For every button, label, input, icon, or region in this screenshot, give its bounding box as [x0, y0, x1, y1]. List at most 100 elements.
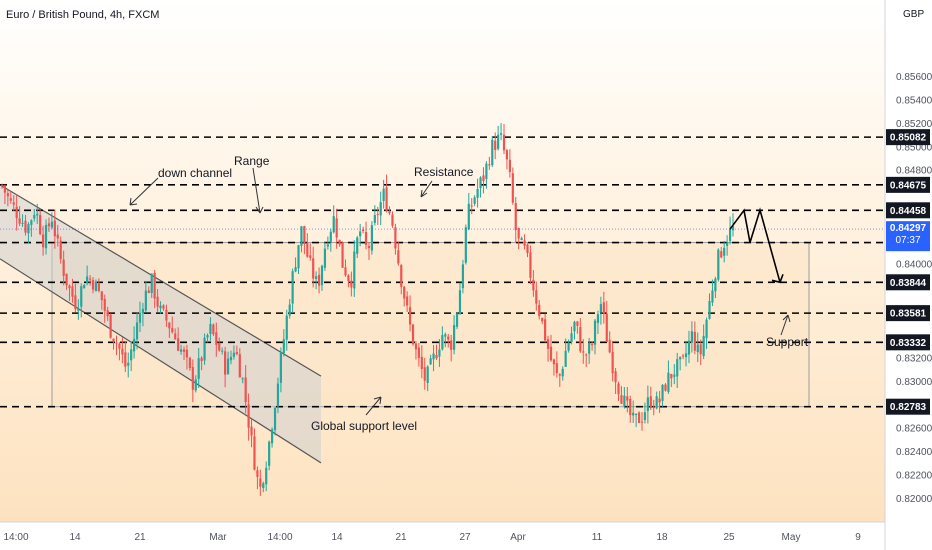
candle-body — [643, 412, 647, 421]
candle-body — [238, 354, 241, 378]
candle-body — [285, 315, 288, 340]
candle-body — [590, 344, 594, 346]
candle-body — [359, 231, 362, 237]
level-tag-7 — [886, 398, 930, 415]
candle-body — [690, 331, 693, 343]
candle-body — [59, 240, 62, 260]
candle-body — [646, 397, 649, 412]
time-tick-label: 25 — [723, 532, 735, 543]
candle-body — [135, 322, 139, 340]
time-tick-label: Apr — [510, 532, 526, 543]
candle-body — [253, 436, 256, 470]
price-tick-label: 0.82200 — [896, 471, 932, 482]
candle-body — [62, 259, 65, 276]
candle-body — [18, 218, 21, 224]
candle-body — [165, 309, 168, 321]
candle-body — [608, 339, 611, 353]
level-tag-2 — [886, 202, 930, 219]
candle-body — [83, 285, 86, 289]
candle-body — [702, 335, 705, 357]
down-channel-upper-line[interactable] — [0, 184, 322, 377]
price-tick-label: 0.82600 — [896, 424, 932, 435]
candle-body — [391, 214, 394, 226]
candle-body — [282, 339, 285, 354]
candle-body — [218, 343, 221, 351]
forecast-path[interactable] — [729, 207, 781, 283]
candle-body — [541, 317, 544, 322]
chart-title[interactable]: Euro / British Pound, 4h, FXCM — [6, 9, 159, 21]
candle-body — [315, 276, 318, 279]
level-tag-6 — [886, 334, 930, 351]
down-channel-area[interactable] — [0, 184, 321, 463]
candle-body — [300, 226, 303, 246]
candle-body — [329, 231, 332, 243]
candle-body — [558, 374, 561, 376]
candle-body — [68, 285, 71, 289]
candle-body — [65, 273, 68, 286]
candle-body — [121, 348, 124, 355]
candle-body — [294, 267, 297, 272]
candle-body — [467, 203, 470, 230]
candle-body — [74, 295, 77, 310]
candle-body — [382, 188, 385, 201]
candle-body — [429, 358, 432, 365]
candle-body — [86, 276, 89, 284]
candle-body — [241, 378, 244, 380]
price-axis-background — [885, 0, 932, 522]
candle-body — [367, 246, 371, 249]
resistance-arrow — [420, 180, 433, 198]
candle-body — [150, 273, 153, 293]
candle-body — [259, 478, 262, 487]
global-support-label: Global support level — [311, 419, 417, 433]
candle-body — [664, 384, 667, 391]
candle-body — [546, 339, 550, 349]
candle-body — [699, 344, 702, 355]
candle-body — [605, 313, 608, 342]
candle-body — [476, 189, 479, 198]
time-tick-label: 21 — [395, 532, 407, 543]
candle-body — [364, 232, 368, 245]
candle-body — [385, 187, 388, 211]
candle-body — [235, 352, 238, 355]
candle-body — [268, 441, 271, 466]
price-tick-label: 0.85400 — [896, 95, 932, 106]
candle-body — [423, 367, 426, 381]
time-tick-label: Mar — [209, 532, 227, 543]
candle-body — [629, 398, 632, 416]
candle-body — [588, 342, 591, 354]
candle-body — [36, 213, 39, 216]
candle-body — [9, 198, 12, 201]
candle-body — [171, 328, 174, 333]
candle-body — [323, 248, 327, 268]
candle-body — [717, 249, 720, 280]
candle-body — [0, 185, 4, 187]
level-tag-5 — [886, 305, 930, 322]
candle-body — [185, 349, 189, 358]
candle-body — [344, 267, 347, 276]
candle-body — [432, 353, 435, 360]
candle-body — [138, 312, 142, 323]
support-label: Support — [766, 335, 809, 349]
candle-body — [435, 354, 438, 359]
candle-body — [731, 226, 735, 231]
candle-body — [224, 351, 227, 375]
candle-body — [279, 351, 282, 383]
candle-body — [447, 336, 450, 340]
candle-body — [652, 406, 655, 409]
current-price-tag[interactable]: 0.84297 07:37 — [886, 221, 930, 252]
price-tick-label: 0.83000 — [896, 377, 932, 388]
candle-body — [312, 258, 315, 279]
candle-body — [394, 227, 397, 249]
candle-body — [649, 396, 652, 408]
candle-body — [526, 244, 529, 254]
down-channel-lower-line[interactable] — [0, 258, 322, 464]
candle-body — [617, 383, 620, 395]
level-tag-label-7: 0.82783 — [890, 402, 927, 413]
candle-body — [115, 342, 118, 344]
candle-body — [406, 296, 409, 306]
candle-body — [450, 340, 453, 350]
candle-body — [570, 333, 573, 343]
candle-body — [549, 346, 553, 361]
candle-body — [376, 214, 379, 216]
